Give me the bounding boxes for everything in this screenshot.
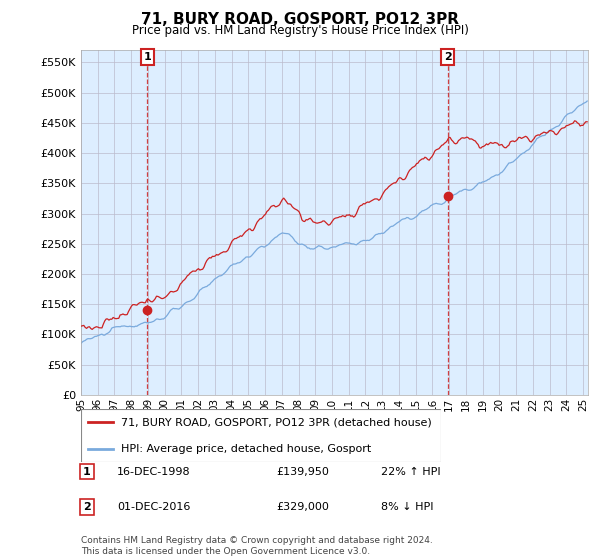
- Text: 8% ↓ HPI: 8% ↓ HPI: [381, 502, 433, 512]
- Text: £329,000: £329,000: [276, 502, 329, 512]
- Text: 71, BURY ROAD, GOSPORT, PO12 3PR: 71, BURY ROAD, GOSPORT, PO12 3PR: [141, 12, 459, 27]
- Text: HPI: Average price, detached house, Gosport: HPI: Average price, detached house, Gosp…: [121, 444, 371, 454]
- Text: 22% ↑ HPI: 22% ↑ HPI: [381, 466, 440, 477]
- Text: Price paid vs. HM Land Registry's House Price Index (HPI): Price paid vs. HM Land Registry's House …: [131, 24, 469, 36]
- FancyBboxPatch shape: [81, 409, 441, 462]
- Text: 1: 1: [83, 466, 91, 477]
- Text: 16-DEC-1998: 16-DEC-1998: [117, 466, 191, 477]
- Text: 2: 2: [444, 52, 452, 62]
- Text: 01-DEC-2016: 01-DEC-2016: [117, 502, 190, 512]
- Text: 2: 2: [83, 502, 91, 512]
- Text: 1: 1: [143, 52, 151, 62]
- Text: 71, BURY ROAD, GOSPORT, PO12 3PR (detached house): 71, BURY ROAD, GOSPORT, PO12 3PR (detach…: [121, 417, 431, 427]
- Text: £139,950: £139,950: [276, 466, 329, 477]
- Text: Contains HM Land Registry data © Crown copyright and database right 2024.
This d: Contains HM Land Registry data © Crown c…: [81, 536, 433, 556]
